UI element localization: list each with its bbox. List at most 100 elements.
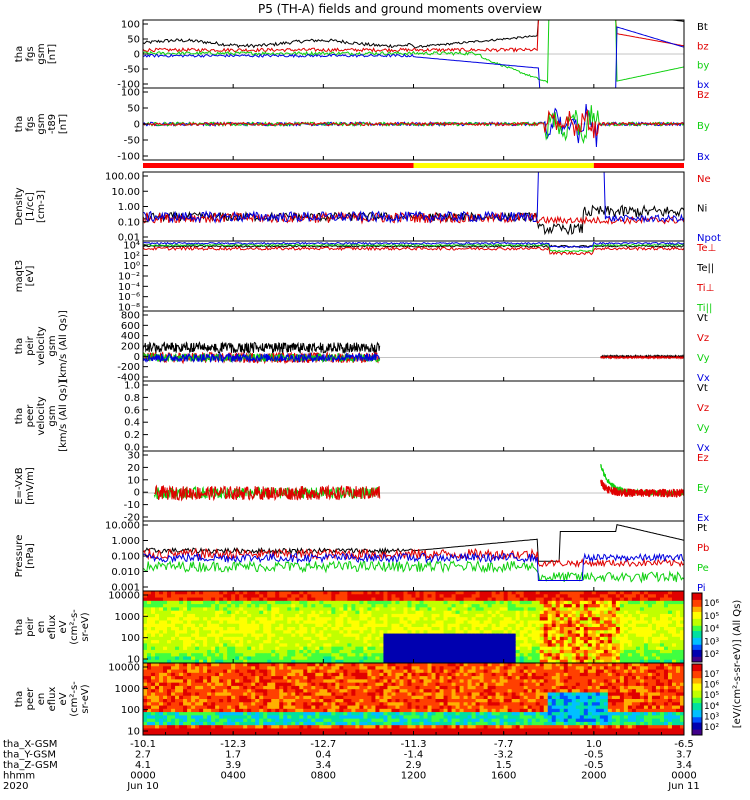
panel-10-ylabel-line-7: sr-eV) xyxy=(80,684,91,713)
panel-10-ylabel-line-4: eflux xyxy=(47,687,58,712)
colorbar-top-swatch-23 xyxy=(692,630,702,634)
colorbar-top-swatch-24 xyxy=(692,632,702,635)
colorbar-top-swatch-38 xyxy=(692,656,702,660)
colorbar-top-swatch-29 xyxy=(692,641,702,644)
panel-2-ytick-label-3: 0 xyxy=(134,120,140,131)
panel-6-ytick-label-3: 0.6 xyxy=(124,405,140,416)
colorbar-top-swatch-22 xyxy=(692,629,702,632)
colorbar-bottom-tick-3: 10⁵ xyxy=(704,691,719,701)
panel-2: 100 50 0 -50 -100 tha fgs gsm -t89 [nT] Bz By Bx xyxy=(14,87,710,163)
panel-10: 10000 1000 100 10 tha peer en eflux eV (cm²-s-sr-… xyxy=(14,662,685,738)
panel-10-ylabel-line-5: eV xyxy=(58,692,69,705)
panel-3-ytick-label-1: 100.00 xyxy=(105,172,140,183)
colorbar-top-swatch-19 xyxy=(692,624,702,627)
panel-6-ylabel-line-4: gsm xyxy=(47,405,58,426)
panel-10-ytick-label-3: 100 xyxy=(121,705,140,716)
panel-6-legend-2: Vz xyxy=(697,403,709,414)
panel-6-ytick-label-5: 0.2 xyxy=(124,430,140,441)
panel-1-series-3 xyxy=(143,20,684,84)
panel-4-ytick-label-6: 10⁻⁶ xyxy=(118,292,140,303)
panel-8-ylabel-line-2: [nPa] xyxy=(25,543,36,569)
colorbar-top-swatch-30 xyxy=(692,643,702,646)
panel-2-ylabel-line-2: fgs xyxy=(25,116,36,131)
colorbar-bottom-tick-5: 10³ xyxy=(704,712,719,722)
panel-2-ylabel-line-5: [nT] xyxy=(58,114,69,134)
colorbar-bottom-swatch-17 xyxy=(692,692,702,695)
panel-8-legend-3: Pe xyxy=(697,563,709,574)
colorbar-bottom-swatch-31 xyxy=(692,717,702,720)
panel-6-ytick-label-2: 0.8 xyxy=(124,393,140,404)
xaxis-col-1-row-5: Jun 10 xyxy=(126,781,159,792)
colorbar-bottom-swatch-12 xyxy=(692,683,702,686)
panel-6: 1.00.80.6 0.40.2 0.0 tha peer velocity gsm [km/… xyxy=(14,380,710,454)
panel-6-frame xyxy=(142,380,685,452)
xaxis-col-5-row-1: -7.7 xyxy=(494,739,514,750)
xaxis-row-label-1: tha_X-GSM xyxy=(3,739,57,750)
panel-9-ylabel-line-7: sr-eV) xyxy=(80,612,91,641)
panel-3: 100.00 10.00 1.00 0.10 0.01 Density [1/cc] [cm-… xyxy=(14,171,721,244)
panel-9-ylabel-line-5: eV xyxy=(58,620,69,633)
panel-6-ylabel-line-5: [km/s (All Qs)] xyxy=(58,380,69,452)
xaxis-col-2-row-4: 0400 xyxy=(220,771,245,782)
panel-5-ylabel-line-1: tha xyxy=(14,338,25,354)
colorbar-top-tick-3: 10⁴ xyxy=(704,625,719,635)
colorbar-top-frame xyxy=(691,592,703,663)
panel-4-ytick-label-2: 10² xyxy=(123,251,140,262)
panel-4-series-4 xyxy=(143,241,684,249)
panel-4-ytick-label-4: 10⁻² xyxy=(118,272,140,283)
colorbar-top-tick-5: 10² xyxy=(704,650,719,660)
panel-2-plot-area xyxy=(143,103,684,148)
panel-8-ytick-label-4: 0.010 xyxy=(111,567,140,578)
panel-5-legend-3: Vy xyxy=(697,353,710,364)
panel-3-ytick-label-5: 0.01 xyxy=(118,233,140,244)
panel-2-ytick-label-1: 100 xyxy=(121,88,140,99)
panel-1-ytick-label-1: 100 xyxy=(121,20,140,31)
xaxis-col-7-row-4: 0000 xyxy=(671,771,696,782)
panel-8-plot-area xyxy=(143,523,684,584)
panel-7-series-4 xyxy=(600,479,684,499)
panel-7-ytick-label-2: 20 xyxy=(127,463,140,474)
panel-2-series-3 xyxy=(143,108,684,139)
panel-9-ylabel-line-2: peir xyxy=(25,616,36,636)
colorbar-bottom-swatch-33 xyxy=(692,720,702,724)
region-bar-segment-3 xyxy=(593,163,684,168)
panel-5-ytick-label-3: 400 xyxy=(121,331,140,342)
colorbar-top-swatch-1 xyxy=(692,593,702,596)
panel-5-legend-1: Vt xyxy=(697,313,708,324)
panel-6-ytick-label-1: 1.0 xyxy=(124,381,140,392)
xaxis-col-3-row-3: 3.4 xyxy=(315,760,331,771)
panel-2-ylabel-line-1: tha xyxy=(14,116,25,132)
panel-2-ytick-label-5: -100 xyxy=(117,152,140,163)
colorbar-bottom-swatch-4 xyxy=(692,669,702,672)
region-bar-segment-1 xyxy=(143,163,414,168)
xaxis-col-3-row-2: 0.4 xyxy=(315,750,331,761)
panel-2-ytick-label-4: -50 xyxy=(124,136,140,147)
panel-8-series-1 xyxy=(143,523,684,562)
colorbar-top-swatch-5 xyxy=(692,599,702,603)
colorbar-top-swatch-2 xyxy=(692,594,702,597)
colorbar-bottom-swatch-24 xyxy=(692,704,702,708)
colorbar-top-swatch-36 xyxy=(692,653,702,656)
xaxis-col-7-row-2: 3.7 xyxy=(676,750,692,761)
panel-5-legend-4: Vx xyxy=(697,373,710,384)
panel-7-plot-area xyxy=(143,464,684,502)
panel-6-ylabel-line-3: velocity xyxy=(36,396,47,435)
panel-8-legend-2: Pb xyxy=(697,543,709,554)
panel-1-series-1 xyxy=(143,20,684,49)
panel-1-ytick-label-5: -100 xyxy=(117,80,140,91)
panel-9-ylabel-line-4: eflux xyxy=(47,615,58,640)
panel-4-ytick-label-5: 10⁻⁴ xyxy=(118,282,140,293)
panel-4-legend-3: Ti⊥ xyxy=(696,283,714,294)
colorbar-bottom-swatch-2 xyxy=(692,665,702,669)
panel-4-legend-2: Te|| xyxy=(696,263,714,274)
colorbar-top-swatch-34 xyxy=(692,649,702,653)
panel-2-legend-3: Bx xyxy=(697,152,710,163)
panel-8-ylabel-line-1: Pressure xyxy=(14,535,25,578)
panel-7-series-2 xyxy=(154,484,381,502)
panel-4-series-3 xyxy=(143,243,684,253)
colorbar-bottom-swatch-36 xyxy=(692,726,702,729)
colorbar-bottom-swatch-39 xyxy=(692,731,702,734)
